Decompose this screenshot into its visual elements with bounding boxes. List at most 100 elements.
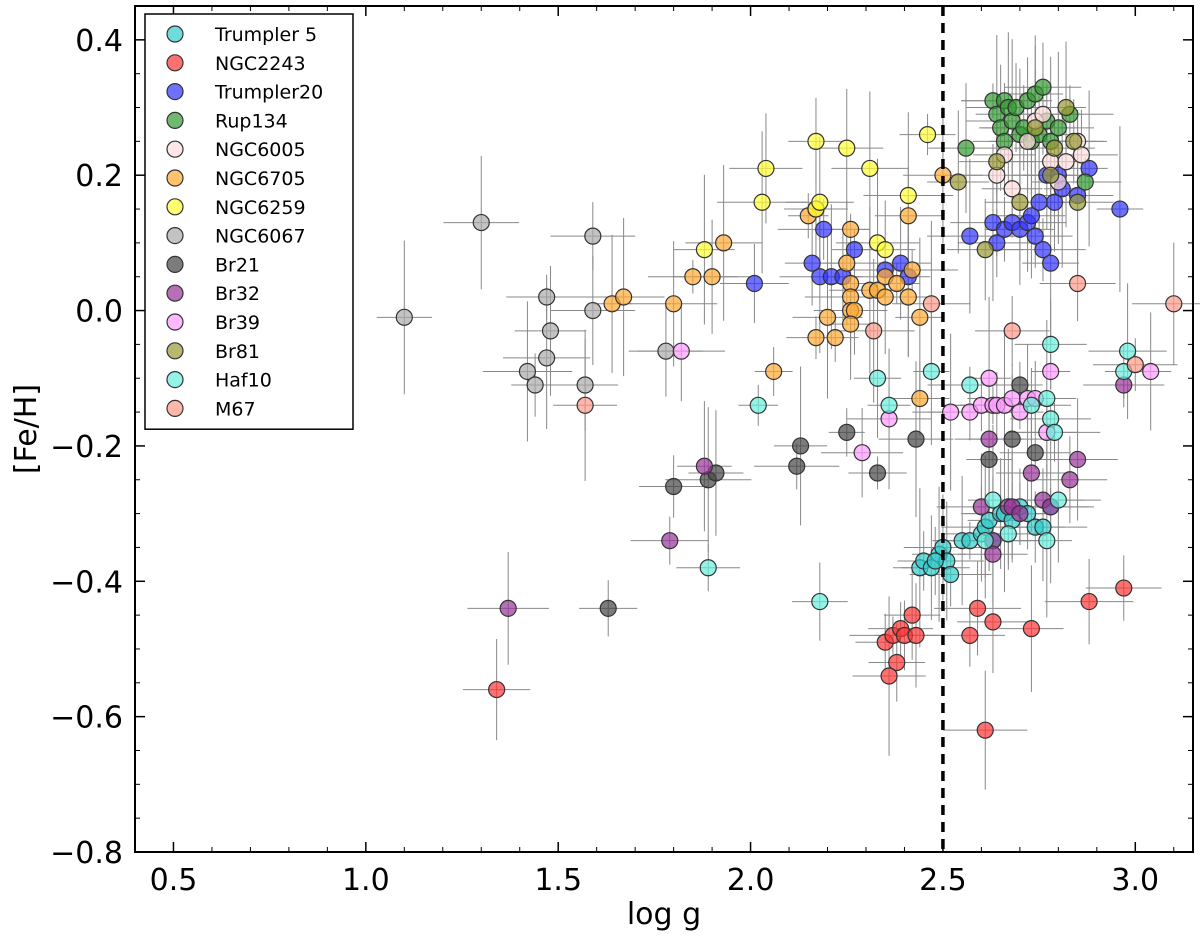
x-tick-label: 2.0	[727, 863, 775, 898]
data-point	[1003, 322, 1021, 340]
data-point	[949, 173, 967, 191]
data-point	[911, 389, 929, 408]
data-point	[942, 403, 960, 421]
data-point	[599, 599, 617, 617]
data-point	[1030, 193, 1048, 211]
legend-label: Haf10	[215, 370, 272, 392]
data-point	[880, 396, 898, 414]
data-point	[811, 193, 829, 211]
data-point	[538, 288, 556, 306]
data-point	[1026, 227, 1044, 245]
legend-marker	[166, 371, 184, 389]
data-point	[841, 315, 860, 333]
x-tick-label: 3.0	[1111, 863, 1159, 898]
data-point	[1165, 295, 1183, 313]
data-point	[1076, 173, 1094, 191]
legend-label: M67	[215, 398, 256, 420]
data-point	[1045, 139, 1064, 157]
data-point	[853, 444, 871, 462]
y-tick-labels: −0.8 −0.6 −0.4 −0.2 0.0 0.2 0.4	[50, 24, 123, 871]
legend-label: Br81	[215, 341, 260, 363]
legend-label: Trumpler20	[214, 82, 323, 104]
legend-marker	[166, 198, 184, 216]
data-point	[1126, 356, 1144, 374]
x-tick-labels: 0.5 1.0 1.5 2.0 2.5 3.0	[150, 863, 1160, 898]
x-axis-label: log g	[627, 897, 701, 932]
legend-label: Rup134	[215, 110, 288, 132]
data-point	[922, 295, 940, 313]
data-point	[876, 288, 894, 306]
data-point	[1011, 376, 1029, 394]
data-point	[1111, 200, 1129, 218]
data-point	[1022, 207, 1041, 225]
data-point	[899, 186, 917, 205]
legend-label: Br21	[215, 254, 260, 276]
data-point	[665, 295, 683, 313]
data-point	[715, 234, 733, 252]
axis-ticks	[135, 6, 1193, 853]
data-point	[1034, 241, 1052, 259]
data-point	[576, 396, 594, 414]
data-point	[807, 329, 825, 347]
data-point	[1072, 146, 1091, 164]
y-tick-label: −0.2	[50, 430, 123, 465]
data-points	[395, 78, 1183, 739]
data-point	[976, 241, 994, 259]
data-point	[1045, 423, 1064, 441]
data-point	[907, 430, 925, 448]
x-tick-label: 2.5	[919, 863, 967, 898]
data-point	[838, 254, 856, 272]
legend-marker	[166, 169, 184, 187]
data-point	[803, 254, 821, 272]
legend-marker	[166, 313, 184, 331]
data-point	[1034, 105, 1052, 123]
data-point	[1026, 444, 1044, 462]
data-point	[1011, 504, 1029, 523]
legend: Trumpler 5 NGC2243 Trumpler20 Rup134 NGC6005…	[144, 13, 354, 430]
data-point	[1042, 362, 1060, 381]
legend-marker	[166, 255, 184, 273]
data-point	[957, 139, 975, 157]
x-tick-label: 1.0	[342, 863, 390, 898]
data-point	[984, 491, 1002, 509]
data-point	[615, 288, 633, 306]
data-point	[1018, 132, 1037, 150]
data-point	[980, 369, 998, 387]
data-point	[1142, 362, 1160, 381]
data-point	[753, 193, 771, 211]
data-point	[968, 599, 987, 617]
data-point	[1118, 342, 1137, 360]
data-point	[488, 680, 506, 699]
plot-frame	[134, 5, 1194, 853]
data-point	[1022, 396, 1041, 414]
data-point	[1003, 430, 1021, 448]
y-tick-label: −0.8	[50, 836, 123, 871]
legend-marker	[166, 140, 184, 158]
x-tick-label: 0.5	[150, 863, 198, 898]
y-tick-label: 0.4	[75, 24, 123, 59]
data-point	[576, 376, 594, 394]
data-point	[984, 613, 1002, 631]
y-tick-label: 0.0	[75, 295, 123, 330]
data-point	[922, 362, 940, 381]
data-point	[841, 220, 860, 238]
data-point	[699, 559, 717, 577]
data-point	[903, 606, 921, 624]
y-tick-label: −0.4	[50, 565, 123, 600]
data-point	[1065, 132, 1083, 150]
legend-label: Br39	[215, 312, 260, 334]
data-point	[838, 423, 856, 441]
data-point	[865, 322, 883, 340]
legend-box	[144, 13, 354, 430]
data-point	[745, 274, 764, 293]
data-point	[541, 322, 560, 340]
data-point	[899, 288, 917, 306]
data-point	[538, 349, 556, 367]
data-point	[1022, 464, 1041, 482]
data-point	[918, 125, 937, 144]
data-point	[815, 220, 833, 238]
data-point	[845, 241, 864, 259]
data-point	[749, 396, 767, 414]
data-point	[961, 626, 979, 645]
data-point	[976, 532, 994, 550]
